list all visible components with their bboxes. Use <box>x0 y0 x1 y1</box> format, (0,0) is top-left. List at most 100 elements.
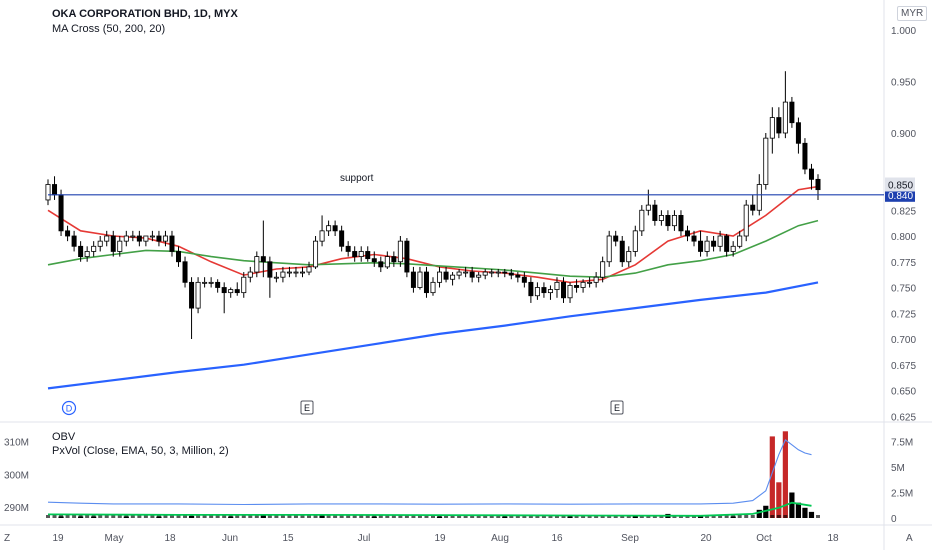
candle-down-body <box>795 122 801 144</box>
pxvol-base-bar <box>65 515 70 518</box>
pxvol-tick-label: 7.5M <box>891 438 913 449</box>
pxvol-base-bar <box>215 515 220 518</box>
candle-down-body <box>169 235 175 252</box>
candle <box>443 266 449 283</box>
candle <box>326 220 332 236</box>
indicator-label[interactable]: MA Cross (50, 200, 20) <box>52 23 166 35</box>
candle-down-body <box>684 230 690 237</box>
pxvol-base-bar <box>711 515 716 518</box>
pxvol-base-bar <box>718 515 723 518</box>
candle-down-body <box>58 194 64 232</box>
pxvol-ema-line <box>47 501 812 517</box>
pxvol-bar <box>763 505 769 518</box>
candle <box>574 279 580 293</box>
pxvol-base-bar <box>607 515 612 518</box>
pxvol-base-bar <box>522 515 527 518</box>
pxvol-label[interactable]: PxVol (Close, EMA, 50, 3, Million, 2) <box>52 445 229 457</box>
candle-down-body <box>221 287 227 294</box>
legend-lower: OBV PxVol (Close, EMA, 50, 3, Million, 2… <box>52 430 229 458</box>
pxvol-base-bar <box>548 515 553 518</box>
pxvol-base-bar <box>156 515 161 518</box>
price-tick-label: 0.625 <box>891 412 916 423</box>
candle <box>561 277 567 303</box>
candle <box>802 138 808 175</box>
time-tick-label: Oct <box>756 533 772 544</box>
pxvol-base-bar <box>372 515 377 518</box>
candle <box>567 282 573 303</box>
pxvol-base-bar <box>52 515 57 518</box>
candle <box>352 246 358 262</box>
event-marker-e[interactable]: E <box>300 400 314 415</box>
candle <box>750 194 756 216</box>
candle <box>671 210 677 231</box>
candle <box>782 71 788 139</box>
candle <box>215 279 221 293</box>
candle-down-body <box>678 214 684 232</box>
candle-down-body <box>176 251 182 263</box>
pxvol-base-bar <box>320 515 325 518</box>
candle-down-body <box>508 272 514 276</box>
candle <box>463 266 469 278</box>
candle-down-body <box>182 261 188 283</box>
dividend-marker-circle <box>61 400 77 416</box>
candle-up-body <box>450 274 456 280</box>
pxvol-base-bar <box>391 515 396 518</box>
earnings-marker-label: E <box>304 403 310 413</box>
candle <box>763 133 769 190</box>
pxvol-base-bar <box>228 515 233 518</box>
pxvol-base-bar <box>307 515 312 518</box>
candle-up-body <box>195 281 201 309</box>
candle <box>306 261 312 276</box>
candle <box>319 215 325 247</box>
price-axis[interactable]: 1.000 0.950 0.900 0.825 0.800 0.775 0.750 0.725… <box>885 26 916 423</box>
pxvol-base-bar <box>770 515 775 518</box>
earnings-marker-box <box>300 400 314 415</box>
candle <box>580 279 586 293</box>
candle <box>45 179 51 206</box>
candle-up-body <box>280 271 286 278</box>
candle <box>652 199 658 226</box>
candle <box>691 230 697 247</box>
pxvol-base-bar <box>235 515 240 518</box>
candle-up-body <box>247 271 253 278</box>
candle <box>469 266 475 283</box>
candles <box>45 71 821 339</box>
candle <box>769 107 775 154</box>
candle-down-body <box>215 281 221 288</box>
candle-down-body <box>652 204 658 221</box>
candle <box>587 277 593 288</box>
candle-down-body <box>750 204 756 211</box>
event-marker-d[interactable]: D <box>61 400 77 416</box>
pxvol-base-bar <box>137 515 142 518</box>
candle-down-body <box>541 287 547 294</box>
currency-badge[interactable]: MYR <box>897 6 928 21</box>
candle-up-body <box>639 209 645 232</box>
obv-label[interactable]: OBV <box>52 431 76 443</box>
candle-up-body <box>293 271 299 274</box>
pxvol-base-bar <box>111 515 116 518</box>
candle-up-body <box>299 271 305 274</box>
candle-up-body <box>626 251 632 263</box>
candle-up-body <box>717 235 723 247</box>
candle <box>365 246 371 262</box>
candle <box>645 189 651 216</box>
time-tick-label: May <box>105 533 124 544</box>
candle <box>123 230 129 247</box>
candle-down-body <box>365 251 371 260</box>
candle <box>97 236 103 252</box>
candle-down-body <box>815 178 821 191</box>
candle-up-body <box>567 285 573 299</box>
obv-tick-label: 300M <box>4 470 29 481</box>
candle <box>136 230 142 247</box>
price-tick-label: 1.000 <box>891 26 916 37</box>
candle <box>273 272 279 283</box>
event-marker-e[interactable]: E <box>610 400 624 415</box>
candle-up-body <box>671 214 677 227</box>
time-axis[interactable]: 19 May 18 Jun 15 Jul 19 Aug 16 Sep 20 Oct 18 Z A <box>4 533 913 544</box>
candle <box>182 256 188 288</box>
candle <box>202 277 208 288</box>
symbol-title[interactable]: OKA CORPORATION BHD, 1D, MYX <box>52 8 238 20</box>
